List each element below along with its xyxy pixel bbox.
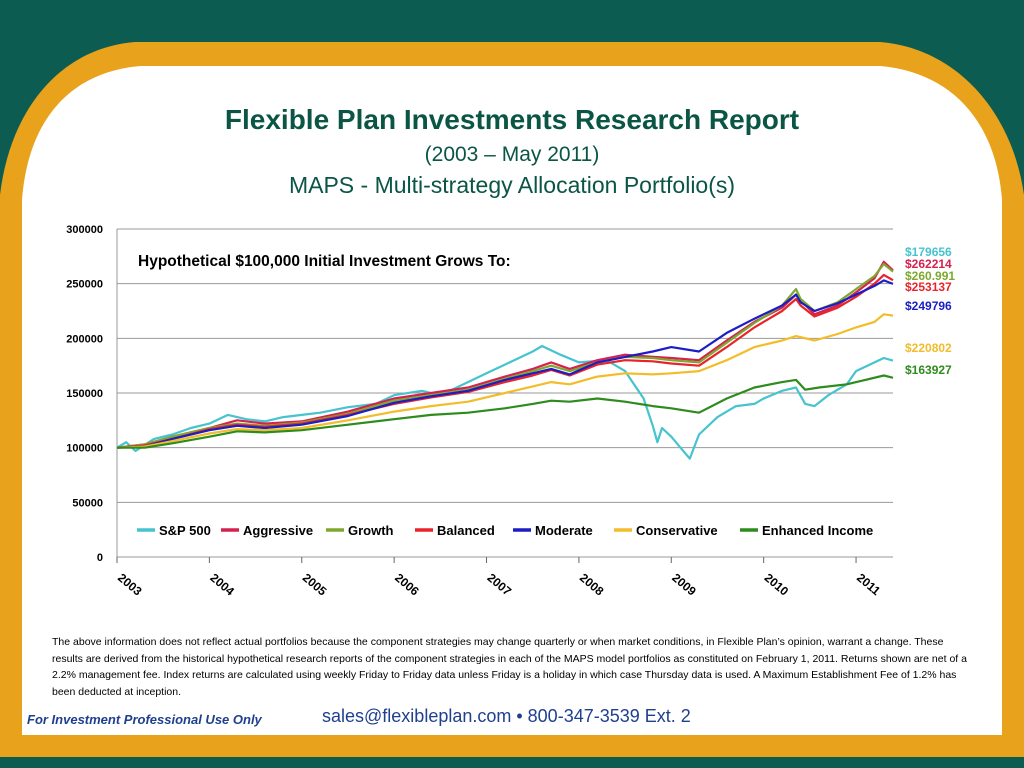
end-value-label: $249796	[905, 299, 952, 313]
report-subtitle: MAPS - Multi-strategy Allocation Portfol…	[288, 172, 736, 198]
legend-label: S&P 500	[159, 523, 211, 538]
y-tick-label: 250000	[66, 279, 103, 291]
contact-info: sales@flexibleplan.com • 800-347-3539 Ex…	[322, 706, 691, 726]
x-axis: 2003 2004 2005 2006 2007 2008 2009 2010 2011	[115, 557, 883, 599]
chart-gridlines	[116, 228, 893, 558]
series-line-enhanced-income	[117, 374, 894, 449]
chart-title: Hypothetical $100,000 Initial Investment…	[138, 253, 511, 270]
y-tick-label: 300000	[66, 224, 103, 236]
legend-label: Balanced	[437, 523, 495, 538]
y-tick-label: 150000	[66, 388, 103, 400]
x-tick-label: 2003	[115, 571, 145, 599]
end-value-label: $260.991	[905, 269, 955, 283]
series-line-growth	[116, 262, 894, 449]
series-line-aggressive	[116, 260, 894, 449]
series-line-s-p-500	[116, 344, 894, 460]
legend-label: Growth	[348, 523, 394, 538]
series-line-moderate	[116, 279, 894, 449]
legend-label: Enhanced Income	[762, 523, 873, 538]
series-lines	[116, 260, 894, 460]
legend-label: Moderate	[535, 523, 593, 538]
end-value-label: $262214	[905, 257, 952, 271]
x-tick-label: 2010	[762, 571, 792, 599]
legend-label: Aggressive	[243, 523, 313, 538]
end-value-label: $253137	[905, 280, 952, 294]
growth-chart: 0 50000 100000 150000 200000 250000 300000 200…	[66, 224, 955, 599]
end-value-label: $163927	[905, 363, 952, 377]
report-title: Flexible Plan Investments Research Repor…	[224, 104, 800, 135]
x-tick-label: 2009	[669, 571, 699, 599]
y-tick-label: 50000	[72, 497, 103, 509]
y-tick-label: 0	[97, 552, 103, 564]
legend-label: Conservative	[636, 523, 718, 538]
y-tick-label: 200000	[66, 333, 103, 345]
x-tick-label: 2008	[577, 571, 607, 599]
x-tick-label: 2006	[392, 571, 422, 599]
end-value-label: $179656	[905, 245, 952, 259]
y-axis: 0 50000 100000 150000 200000 250000 300000	[66, 224, 103, 564]
professional-use-notice: For Investment Professional Use Only	[27, 712, 262, 727]
report-date-range: (2003 – May 2011)	[424, 143, 600, 166]
series-line-conservative	[116, 313, 894, 449]
x-tick-label: 2007	[485, 571, 515, 599]
gold-footer-band	[0, 735, 1024, 757]
end-value-label: $220802	[905, 341, 952, 355]
disclaimer-text: The above information does not reflect a…	[52, 636, 967, 698]
teal-footer-band	[0, 757, 1024, 768]
y-tick-label: 100000	[66, 443, 103, 455]
x-tick-label: 2005	[300, 571, 330, 599]
x-tick-label: 2011	[854, 571, 883, 599]
chart-legend: S&P 500 Aggressive Growth Balanced Moderate C…	[137, 523, 873, 538]
end-value-labels: $179656$262214$260.991$253137 $249796 $220…	[905, 245, 955, 377]
x-tick-label: 2004	[207, 571, 237, 599]
content-panel	[22, 66, 1002, 740]
